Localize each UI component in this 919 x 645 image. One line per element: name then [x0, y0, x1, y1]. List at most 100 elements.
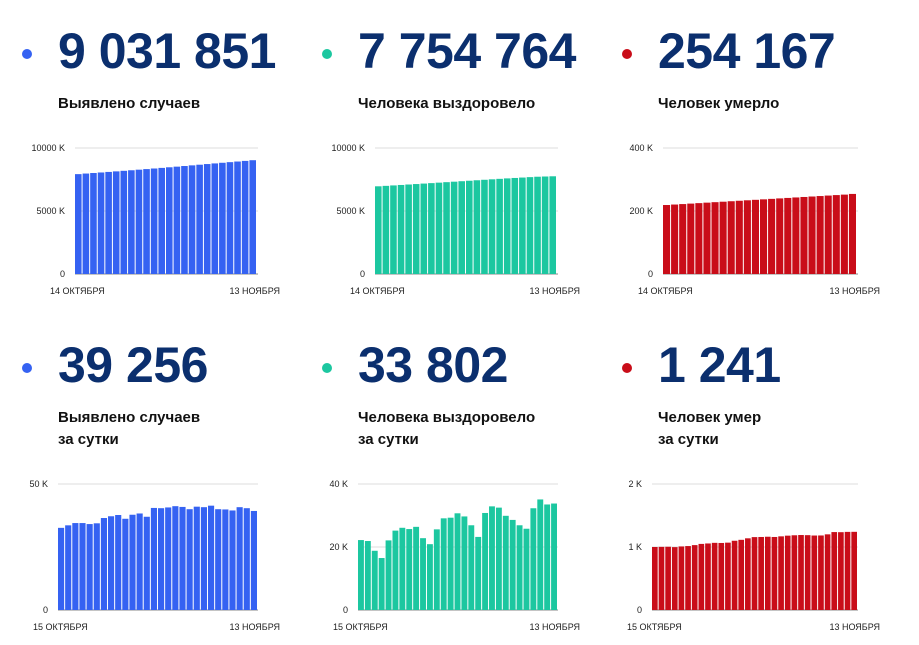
stat-label-line1: Выявлено случаев [58, 409, 201, 426]
bar [495, 507, 502, 611]
bar [128, 170, 135, 274]
bar [75, 174, 82, 274]
bar [208, 505, 215, 610]
bar [466, 180, 473, 274]
bar [108, 516, 115, 610]
y-tick-label: 10000 K [31, 143, 65, 153]
legend-dot [622, 49, 632, 59]
bar [234, 161, 241, 274]
bar [824, 195, 832, 274]
bar [97, 172, 105, 274]
bar [778, 536, 784, 610]
x-tick-label-end: 13 НОЯБРЯ [529, 286, 580, 296]
stat-panel: 39 256 Выявлено случаев за сутки 0 50 K 15 ОК… [0, 316, 300, 632]
bar [79, 523, 86, 610]
bar [243, 508, 250, 610]
stat-label: Человек умер за сутки [658, 407, 761, 451]
bar [679, 204, 687, 274]
bar [711, 542, 718, 610]
x-tick-label-start: 15 ОКТЯБРЯ [333, 622, 388, 632]
stat-value: 7 754 764 [358, 23, 576, 79]
bar [738, 539, 745, 610]
y-tick-label: 0 [343, 605, 348, 615]
bar [143, 169, 150, 274]
bar [848, 193, 856, 274]
bar [516, 525, 523, 610]
bar [136, 513, 143, 610]
bar [678, 546, 685, 610]
bar [768, 198, 776, 274]
bar [150, 507, 157, 610]
bar-chart: 0 1 K 2 K 15 ОКТЯБРЯ 13 НОЯБРЯ [627, 479, 880, 632]
bar [698, 543, 705, 610]
stat-label-line1: Человека выздоровело [358, 95, 536, 112]
bar [375, 186, 382, 274]
bar [158, 167, 165, 274]
bar [496, 178, 503, 274]
bar [808, 196, 816, 274]
bar [454, 513, 461, 610]
bar [450, 181, 458, 274]
bar [791, 535, 798, 610]
x-tick-label-end: 13 НОЯБРЯ [829, 622, 880, 632]
y-tick-label: 5000 K [336, 206, 365, 216]
x-tick-label-start: 14 ОКТЯБРЯ [638, 286, 693, 296]
stat-label-line2: за сутки [658, 431, 719, 448]
bar [481, 179, 488, 274]
bar [112, 171, 120, 274]
bar [385, 540, 392, 610]
y-tick-label: 0 [360, 269, 365, 279]
bar [249, 160, 256, 274]
stat-label: Человека выздоровело за сутки [358, 407, 535, 451]
legend-dot [622, 363, 632, 373]
bar [241, 160, 249, 274]
bar [397, 184, 405, 274]
bar-chart: 0 50 K 15 ОКТЯБРЯ 13 НОЯБРЯ [29, 479, 280, 632]
bar [428, 183, 435, 274]
bar [219, 162, 226, 274]
bar [784, 197, 792, 274]
bar [179, 506, 186, 610]
bar [818, 535, 824, 610]
bar [743, 200, 751, 274]
bar [93, 523, 100, 610]
bar-chart: 0 5000 K 10000 K 14 ОКТЯБРЯ 13 НОЯБРЯ [331, 143, 580, 296]
bar [534, 176, 541, 274]
bar [129, 514, 136, 610]
bar [549, 176, 556, 274]
stat-panel: 7 754 764 Человека выздоровело 0 5000 K 1000… [300, 0, 600, 310]
bar [82, 173, 90, 274]
bar [526, 177, 534, 274]
bar [72, 523, 79, 610]
bar [671, 204, 679, 274]
bar [405, 184, 412, 274]
bar [150, 168, 158, 274]
bar [760, 199, 768, 274]
bar [200, 507, 207, 610]
stat-panel: 33 802 Человека выздоровело за сутки 0 20 K 4… [300, 316, 600, 632]
stat-label: Человек умерло [658, 93, 779, 115]
bar [751, 199, 759, 274]
y-tick-label: 0 [60, 269, 65, 279]
bar [691, 545, 698, 610]
bar [840, 194, 848, 274]
bar [816, 196, 824, 274]
x-tick-label-end: 13 НОЯБРЯ [529, 622, 580, 632]
y-tick-label: 5000 K [36, 206, 65, 216]
bar [226, 162, 234, 274]
bar [523, 528, 530, 610]
stat-value: 33 802 [358, 337, 508, 393]
bar-chart: 0 200 K 400 K 14 ОКТЯБРЯ 13 НОЯБРЯ [629, 143, 880, 296]
bar [811, 535, 818, 610]
y-tick-label: 2 K [628, 479, 642, 489]
legend-dot [22, 363, 32, 373]
bar [764, 536, 771, 610]
bar [719, 201, 727, 274]
y-tick-label: 10000 K [331, 143, 365, 153]
y-tick-label: 1 K [628, 542, 642, 552]
bar [378, 558, 385, 610]
bar [172, 506, 179, 610]
bar [503, 178, 511, 274]
bar [851, 531, 857, 610]
bar [390, 185, 397, 274]
